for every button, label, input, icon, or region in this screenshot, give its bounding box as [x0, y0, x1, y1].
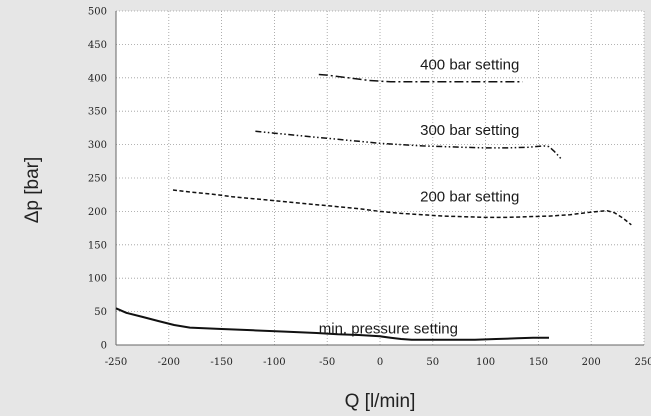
- x-tick-label: 200: [582, 357, 601, 368]
- x-tick-label: -150: [210, 357, 232, 368]
- x-tick-labels: -250 -200 -150 -100 -50 0 50 100 150 200 250: [105, 357, 651, 368]
- y-tick-label: 250: [88, 174, 107, 185]
- y-tick-labels: 0 50 100 150 200 250 300 350 400 450 500: [88, 7, 107, 352]
- y-axis-title: Δp [bar]: [22, 157, 43, 224]
- y-tick-label: 150: [88, 240, 107, 251]
- series-label-0: 400 bar setting: [420, 56, 519, 73]
- x-tick-label: 50: [426, 357, 439, 368]
- series-labels: 400 bar setting 300 bar setting 200 bar se…: [319, 56, 520, 337]
- x-tick-label: 0: [377, 357, 383, 368]
- x-tick-label: -50: [319, 357, 335, 368]
- series-label-2: 200 bar setting: [420, 189, 519, 206]
- y-tick-label: 50: [94, 307, 107, 318]
- axes: [115, 11, 644, 346]
- y-tick-label: 400: [88, 73, 107, 84]
- series-lines: [115, 73, 632, 341]
- series-line-3: [115, 307, 549, 341]
- y-tick-label: 100: [88, 274, 107, 285]
- series-label-1: 300 bar setting: [420, 122, 519, 139]
- y-tick-label: 450: [88, 40, 107, 51]
- x-tick-label: 250: [634, 357, 651, 368]
- series-line-0: [318, 73, 523, 83]
- x-tick-label: -100: [263, 357, 285, 368]
- x-tick-label: -250: [105, 357, 127, 368]
- x-tick-label: 100: [476, 357, 495, 368]
- x-axis-title: Q [l/min]: [345, 391, 416, 412]
- y-tick-label: 350: [88, 107, 107, 118]
- series-line-1: [255, 130, 563, 160]
- y-tick-label: 200: [88, 207, 107, 218]
- y-tick-label: 0: [101, 341, 107, 352]
- y-tick-label: 300: [88, 140, 107, 151]
- y-tick-label: 500: [88, 7, 107, 18]
- series-label-3: min. pressure setting: [319, 320, 458, 337]
- x-tick-label: -200: [158, 357, 180, 368]
- x-tick-label: 150: [529, 357, 548, 368]
- series-line-2: [172, 189, 632, 226]
